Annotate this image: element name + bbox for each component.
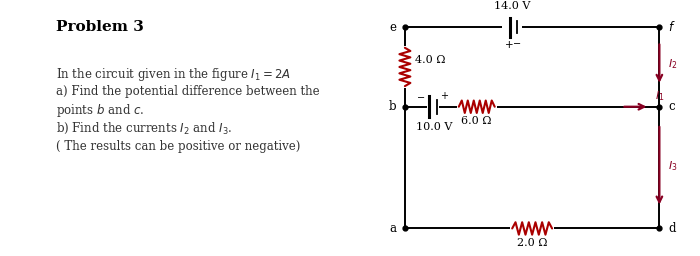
Text: a: a — [389, 222, 396, 235]
Text: $+$: $+$ — [440, 90, 449, 101]
Text: $I_3$: $I_3$ — [668, 159, 678, 173]
Text: Problem 3: Problem 3 — [55, 19, 144, 34]
Text: d: d — [668, 222, 676, 235]
Text: In the circuit given in the figure $I_1 = 2A$: In the circuit given in the figure $I_1 … — [55, 66, 290, 82]
Text: 4.0 Ω: 4.0 Ω — [415, 55, 445, 65]
Text: e: e — [389, 21, 396, 34]
Text: $f$: $f$ — [668, 20, 676, 34]
Text: 10.0 V: 10.0 V — [416, 122, 452, 132]
Text: b) Find the currents $I_2$ and $I_3$.: b) Find the currents $I_2$ and $I_3$. — [55, 121, 232, 136]
Text: points $b$ and $c$.: points $b$ and $c$. — [55, 102, 144, 119]
Text: ( The results can be positive or negative): ( The results can be positive or negativ… — [55, 140, 300, 153]
Text: b: b — [389, 100, 396, 113]
Text: $-$: $-$ — [512, 37, 522, 47]
Text: 14.0 V: 14.0 V — [494, 1, 531, 11]
Text: 2.0 Ω: 2.0 Ω — [517, 238, 547, 248]
Text: c: c — [668, 100, 675, 113]
Text: a) Find the potential difference between the: a) Find the potential difference between… — [55, 85, 319, 98]
Text: 6.0 Ω: 6.0 Ω — [461, 116, 492, 126]
Text: $-$: $-$ — [416, 91, 426, 101]
Text: $I_1$: $I_1$ — [655, 89, 665, 103]
Text: $I_2$: $I_2$ — [668, 57, 678, 70]
Text: +: + — [505, 40, 514, 50]
